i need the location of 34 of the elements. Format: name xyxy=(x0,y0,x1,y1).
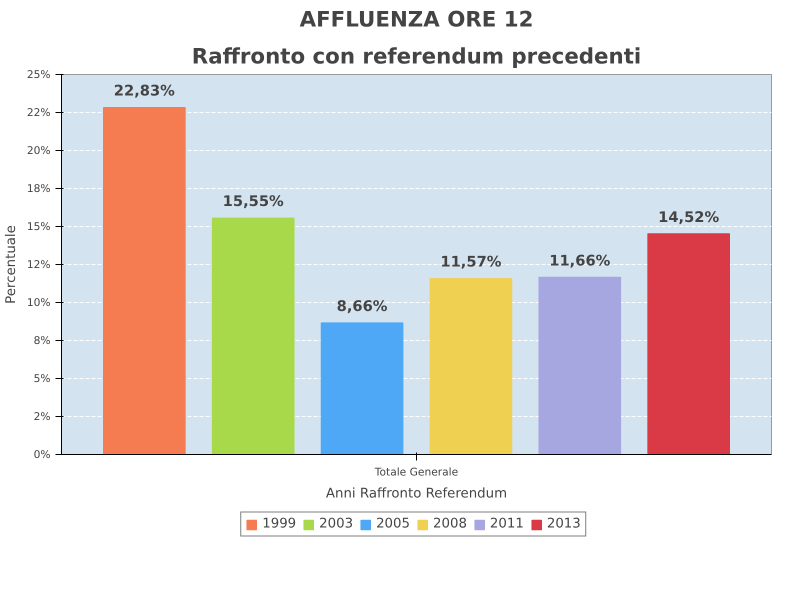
y-tick-label: 20% xyxy=(26,144,50,157)
y-tick-label: 2% xyxy=(34,410,50,423)
bar xyxy=(212,218,295,454)
legend-label: 1999 xyxy=(262,516,296,532)
bar xyxy=(538,276,622,454)
y-tick-label: 12% xyxy=(26,258,50,271)
y-tick-label: 25% xyxy=(26,68,50,81)
x-tick-label: Totale Generale xyxy=(374,466,458,478)
legend-label: 2003 xyxy=(319,516,354,532)
y-tick-label: 8% xyxy=(34,334,50,347)
data-label: 22,83% xyxy=(114,82,176,100)
chart-title: AFFLUENZA ORE 12 xyxy=(300,8,534,32)
legend-label: 2011 xyxy=(490,516,524,532)
data-label: 8,66% xyxy=(336,298,388,315)
y-tick-label: 5% xyxy=(34,372,50,385)
legend-label: 2013 xyxy=(546,516,581,532)
data-label: 11,57% xyxy=(440,254,502,271)
bar xyxy=(430,278,512,454)
legend-label: 2005 xyxy=(376,516,410,532)
y-tick-label: 18% xyxy=(26,182,50,195)
data-label: 15,55% xyxy=(222,193,284,210)
y-tick-label: 22% xyxy=(26,106,50,119)
y-tick-label: 10% xyxy=(26,296,50,309)
y-tick-label: 0% xyxy=(34,448,50,461)
y-axis-title: Percentuale xyxy=(4,225,19,304)
x-axis-title: Anni Raffronto Referendum xyxy=(326,486,508,502)
bar xyxy=(103,106,186,454)
legend-label: 2008 xyxy=(433,516,467,532)
data-label: 11,66% xyxy=(549,252,611,270)
data-label: 14,52% xyxy=(658,208,720,226)
bar xyxy=(647,233,730,454)
bar xyxy=(320,322,404,454)
y-tick-label: 15% xyxy=(26,220,50,233)
chart-subtitle: Raffronto con referendum precedenti xyxy=(192,44,642,70)
